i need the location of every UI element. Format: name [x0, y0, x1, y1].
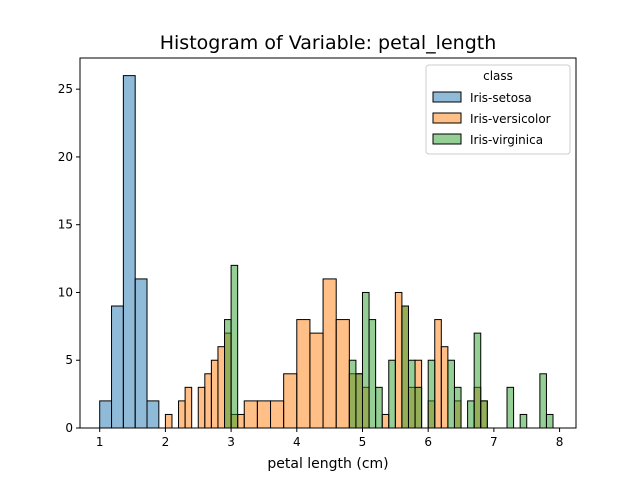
legend-title: class	[483, 69, 513, 83]
x-tick-label: 5	[359, 435, 367, 449]
bar-iris-virginica	[407, 359, 416, 429]
bar-iris-setosa	[122, 75, 136, 429]
bars-layer	[99, 75, 554, 429]
x-tick-label: 3	[227, 435, 235, 449]
chart-title: Histogram of Variable: petal_length	[160, 32, 497, 54]
x-tick-label: 7	[490, 435, 498, 449]
bar-iris-versicolor	[322, 278, 337, 429]
x-tick-label: 4	[293, 435, 301, 449]
legend-label-setosa: Iris-setosa	[470, 91, 532, 105]
bar-iris-versicolor	[394, 291, 403, 429]
bar-iris-versicolor	[440, 346, 449, 429]
bar-iris-virginica	[224, 319, 232, 429]
bar-iris-versicolor	[309, 332, 324, 429]
y-axis: 0 5 10 15 20 25	[58, 82, 80, 435]
bar-iris-setosa	[134, 278, 148, 429]
y-tick-label: 15	[58, 218, 73, 232]
legend: class Iris-setosa Iris-versicolor Iris-v…	[425, 64, 571, 155]
bar-iris-versicolor	[381, 413, 390, 429]
bar-iris-virginica	[355, 373, 363, 429]
bar-iris-virginica	[368, 319, 377, 429]
legend-swatch-setosa	[432, 91, 462, 103]
x-tick-label: 1	[96, 435, 104, 449]
bar-iris-virginica	[348, 359, 357, 429]
legend-box	[425, 64, 571, 155]
bar-iris-versicolor	[184, 386, 193, 429]
bar-iris-versicolor	[256, 400, 272, 429]
bar-iris-virginica	[427, 359, 436, 429]
bar-iris-versicolor	[237, 413, 245, 429]
bar-iris-virginica	[361, 291, 370, 429]
x-tick-label: 6	[424, 435, 432, 449]
bar-iris-versicolor	[217, 346, 226, 429]
bar-iris-virginica	[447, 359, 455, 429]
x-tick-label: 2	[162, 435, 170, 449]
legend-label-virginica: Iris-virginica	[470, 133, 543, 147]
bar-iris-setosa	[111, 305, 124, 429]
bar-iris-versicolor	[210, 359, 219, 429]
bar-iris-virginica	[480, 400, 488, 429]
bar-iris-virginica	[473, 332, 482, 429]
bar-iris-versicolor	[434, 319, 442, 429]
bar-iris-virginica	[375, 386, 383, 429]
bar-iris-versicolor	[204, 373, 212, 429]
y-tick-label: 25	[58, 82, 73, 96]
bar-iris-virginica	[545, 413, 554, 429]
legend-label-versicolor: Iris-versicolor	[470, 112, 551, 126]
bar-iris-virginica	[506, 386, 515, 429]
legend-swatch-versicolor	[432, 112, 462, 124]
bar-iris-setosa	[146, 400, 160, 429]
bar-iris-virginica	[467, 400, 475, 429]
y-tick-label: 5	[65, 353, 73, 367]
y-tick-label: 20	[58, 150, 73, 164]
bar-iris-versicolor	[197, 386, 206, 429]
bar-iris-versicolor	[243, 400, 258, 429]
bar-iris-versicolor	[283, 373, 298, 429]
bar-iris-virginica	[519, 413, 528, 429]
bar-iris-versicolor	[164, 413, 173, 429]
bar-iris-virginica	[388, 359, 396, 429]
bar-iris-versicolor	[178, 400, 186, 429]
y-tick-label: 0	[65, 421, 73, 435]
bar-iris-virginica	[401, 305, 409, 429]
y-tick-label: 10	[58, 285, 73, 299]
legend-swatch-virginica	[432, 133, 462, 145]
bar-iris-versicolor	[335, 319, 350, 429]
plot-area-frame	[79, 57, 577, 429]
bar-iris-virginica	[453, 386, 462, 429]
bar-iris-setosa	[99, 400, 113, 429]
bar-iris-virginica	[539, 373, 547, 429]
x-tick-label: 8	[556, 435, 564, 449]
x-axis-label: petal length (cm)	[267, 456, 388, 472]
bar-iris-virginica	[414, 386, 423, 429]
bar-iris-versicolor	[270, 400, 285, 429]
bar-iris-virginica	[230, 264, 239, 429]
x-axis: 1 2 3 4 5 6 7 8	[96, 428, 564, 449]
bar-iris-versicolor	[296, 319, 311, 429]
